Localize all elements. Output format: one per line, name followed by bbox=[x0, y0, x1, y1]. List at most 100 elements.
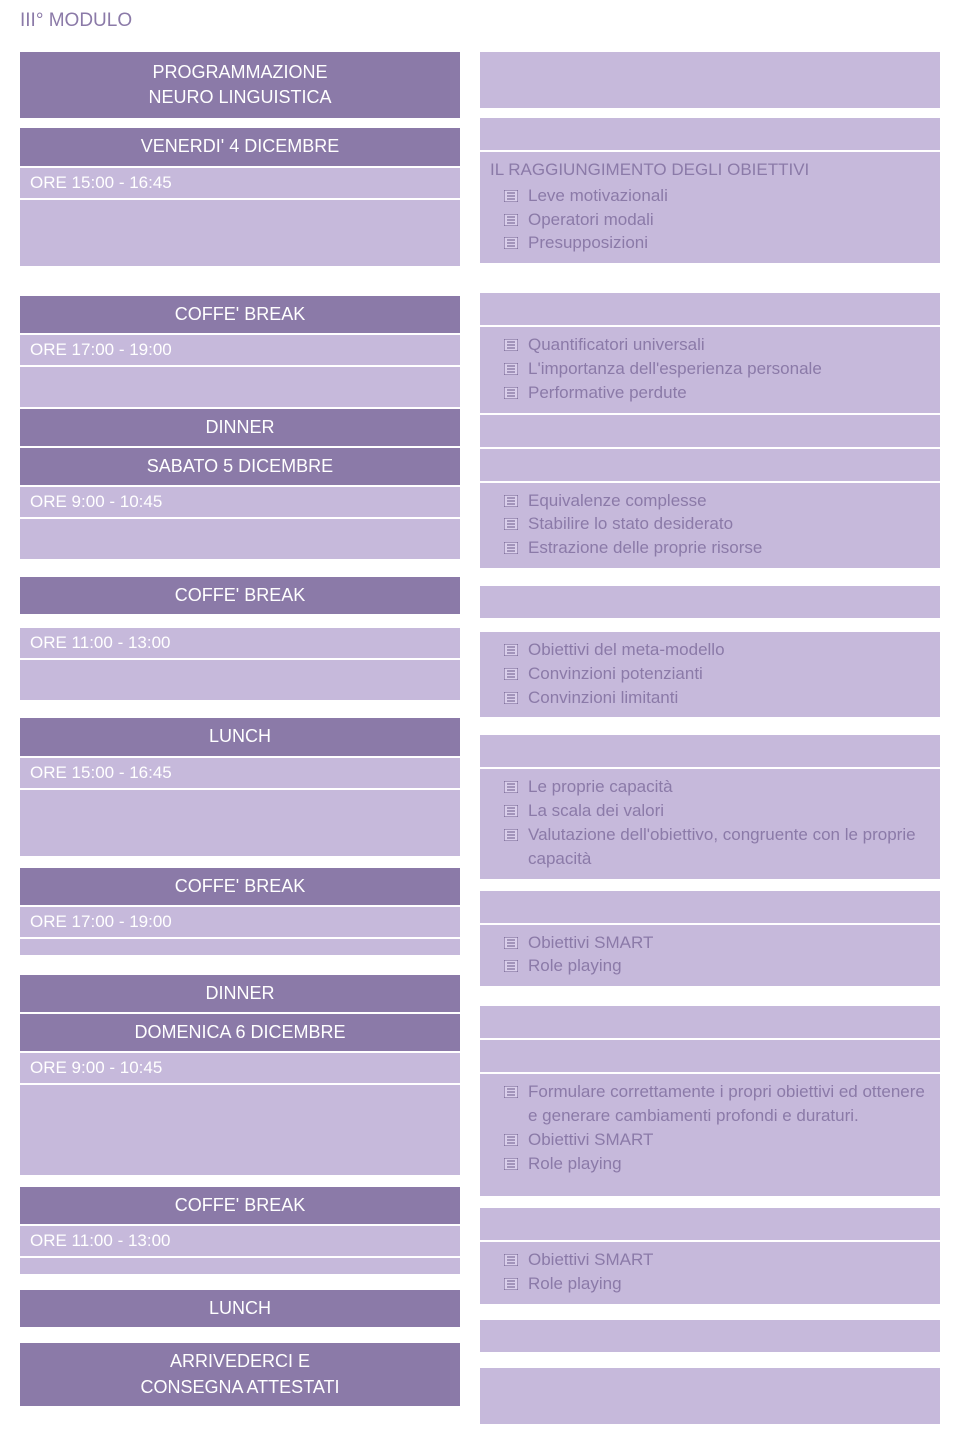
bullet-text: Obiettivi SMART bbox=[528, 1248, 930, 1272]
left-spacer bbox=[20, 937, 460, 955]
bullet-item: Formulare correttamente i propri obietti… bbox=[490, 1080, 930, 1128]
bullet-icon bbox=[504, 936, 518, 950]
content-block: Obiettivi SMARTRole playing bbox=[480, 923, 940, 987]
content-title: IL RAGGIUNGIMENTO DEGLI OBIETTIVI bbox=[490, 158, 930, 182]
right-thin-bar bbox=[480, 733, 940, 767]
section-header: COFFE' BREAK bbox=[20, 575, 460, 614]
bullet-icon bbox=[504, 541, 518, 555]
section-header: LUNCH bbox=[20, 716, 460, 755]
bullet-text: Role playing bbox=[528, 1152, 930, 1176]
bullet-icon bbox=[504, 1085, 518, 1099]
right-column: IL RAGGIUNGIMENTO DEGLI OBIETTIVILeve mo… bbox=[480, 50, 940, 1424]
bullet-item: Convinzioni potenzianti bbox=[490, 662, 930, 686]
bullet-text: Obiettivi SMART bbox=[528, 1128, 930, 1152]
bullet-item: Obiettivi SMART bbox=[490, 1128, 930, 1152]
bullet-text: Estrazione delle proprie risorse bbox=[528, 536, 930, 560]
left-spacer bbox=[20, 365, 460, 407]
bullet-icon bbox=[504, 780, 518, 794]
bullet-item: Presupposizioni bbox=[490, 231, 930, 255]
section-header: DINNER bbox=[20, 973, 460, 1012]
section-header: VENERDI' 4 DICEMBRE bbox=[20, 126, 460, 165]
time-slot: ORE 17:00 - 19:00 bbox=[20, 333, 460, 365]
bullet-text: Equivalenze complesse bbox=[528, 489, 930, 513]
bullet-item: Obiettivi del meta-modello bbox=[490, 638, 930, 662]
right-thin-bar bbox=[480, 1206, 940, 1240]
bullet-item: Le proprie capacità bbox=[490, 775, 930, 799]
bullet-item: Valutazione dell'obiettivo, congruente c… bbox=[490, 823, 930, 871]
bullet-icon bbox=[504, 517, 518, 531]
header-right-bar bbox=[480, 50, 940, 108]
section-header: DOMENICA 6 DICEMBRE bbox=[20, 1012, 460, 1051]
right-thin-bar bbox=[480, 1366, 940, 1424]
content-block: Quantificatori universaliL'importanza de… bbox=[480, 325, 940, 412]
bullet-icon bbox=[504, 189, 518, 203]
right-thin-bar bbox=[480, 584, 940, 618]
bullet-icon bbox=[504, 828, 518, 842]
bullet-icon bbox=[504, 1277, 518, 1291]
content-block: Formulare correttamente i propri obietti… bbox=[480, 1072, 940, 1196]
left-spacer bbox=[20, 517, 460, 559]
section-header: DINNER bbox=[20, 407, 460, 446]
bullet-item: Stabilire lo stato desiderato bbox=[490, 512, 930, 536]
bullet-icon bbox=[504, 643, 518, 657]
right-thin-bar bbox=[480, 291, 940, 325]
time-slot: ORE 9:00 - 10:45 bbox=[20, 1051, 460, 1083]
left-column: PROGRAMMAZIONE NEURO LINGUISTICAVENERDI'… bbox=[20, 50, 460, 1424]
bullet-icon bbox=[504, 691, 518, 705]
bullet-item: Role playing bbox=[490, 1272, 930, 1296]
time-slot: ORE 17:00 - 19:00 bbox=[20, 905, 460, 937]
bullet-text: Stabilire lo stato desiderato bbox=[528, 512, 930, 536]
bullet-text: Formulare correttamente i propri obietti… bbox=[528, 1080, 930, 1128]
time-slot: ORE 11:00 - 13:00 bbox=[20, 626, 460, 658]
page-title: III° MODULO bbox=[20, 10, 940, 32]
content-block: Equivalenze complesseStabilire lo stato … bbox=[480, 481, 940, 568]
section-header: SABATO 5 DICEMBRE bbox=[20, 446, 460, 485]
bullet-item: Equivalenze complesse bbox=[490, 489, 930, 513]
content-block: Obiettivi SMARTRole playing bbox=[480, 1240, 940, 1304]
time-slot: ORE 11:00 - 13:00 bbox=[20, 1224, 460, 1256]
content-block: Obiettivi del meta-modelloConvinzioni po… bbox=[480, 630, 940, 717]
bullet-text: Obiettivi del meta-modello bbox=[528, 638, 930, 662]
time-slot: ORE 9:00 - 10:45 bbox=[20, 485, 460, 517]
right-thin-bar bbox=[480, 1038, 940, 1072]
bullet-text: Quantificatori universali bbox=[528, 333, 930, 357]
right-thin-bar bbox=[480, 413, 940, 447]
section-header: COFFE' BREAK bbox=[20, 294, 460, 333]
bullet-item: Obiettivi SMART bbox=[490, 1248, 930, 1272]
bullet-item: La scala dei valori bbox=[490, 799, 930, 823]
bullet-text: Convinzioni limitanti bbox=[528, 686, 930, 710]
right-thin-bar bbox=[480, 889, 940, 923]
content-block: IL RAGGIUNGIMENTO DEGLI OBIETTIVILeve mo… bbox=[480, 150, 940, 263]
schedule-grid: PROGRAMMAZIONE NEURO LINGUISTICAVENERDI'… bbox=[20, 50, 940, 1424]
left-spacer bbox=[20, 1256, 460, 1274]
bullet-item: Convinzioni limitanti bbox=[490, 686, 930, 710]
time-slot: ORE 15:00 - 16:45 bbox=[20, 756, 460, 788]
bullet-item: Operatori modali bbox=[490, 208, 930, 232]
bullet-icon bbox=[504, 667, 518, 681]
bullet-text: Obiettivi SMART bbox=[528, 931, 930, 955]
bullet-text: Leve motivazionali bbox=[528, 184, 930, 208]
section-header: COFFE' BREAK bbox=[20, 866, 460, 905]
bullet-item: Estrazione delle proprie risorse bbox=[490, 536, 930, 560]
bullet-text: Le proprie capacità bbox=[528, 775, 930, 799]
left-spacer bbox=[20, 788, 460, 856]
bullet-item: Role playing bbox=[490, 954, 930, 978]
right-thin-bar bbox=[480, 1318, 940, 1352]
bullet-text: Presupposizioni bbox=[528, 231, 930, 255]
section-header: ARRIVEDERCI E CONSEGNA ATTESTATI bbox=[20, 1341, 460, 1405]
right-thin-bar bbox=[480, 116, 940, 150]
right-thin-bar bbox=[480, 1004, 940, 1038]
bullet-item: Leve motivazionali bbox=[490, 184, 930, 208]
bullet-text: Convinzioni potenzianti bbox=[528, 662, 930, 686]
content-block: Le proprie capacitàLa scala dei valoriVa… bbox=[480, 767, 940, 878]
bullet-icon bbox=[504, 236, 518, 250]
time-slot: ORE 15:00 - 16:45 bbox=[20, 166, 460, 198]
left-spacer bbox=[20, 1083, 460, 1175]
bullet-text: La scala dei valori bbox=[528, 799, 930, 823]
bullet-text: Role playing bbox=[528, 954, 930, 978]
bullet-text: Performative perdute bbox=[528, 381, 930, 405]
bullet-icon bbox=[504, 362, 518, 376]
bullet-icon bbox=[504, 1157, 518, 1171]
bullet-icon bbox=[504, 959, 518, 973]
bullet-item: Role playing bbox=[490, 1152, 930, 1176]
